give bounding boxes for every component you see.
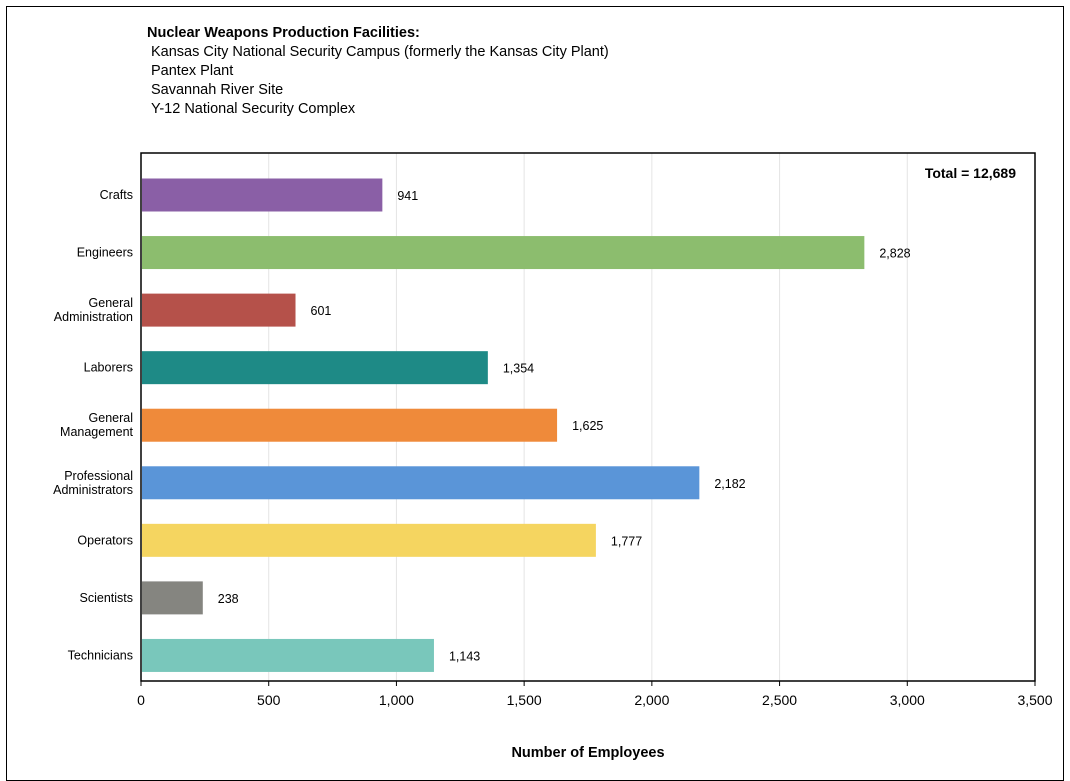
category-label-line: Scientists: [80, 591, 134, 605]
bar: [142, 293, 296, 327]
category-label-line: Engineers: [77, 246, 133, 260]
category-label-line: Administrators: [53, 483, 133, 497]
x-tick-label: 0: [137, 692, 145, 708]
data-label: 1,625: [572, 419, 603, 433]
data-label: 1,777: [611, 534, 642, 548]
x-tick-label: 3,000: [890, 692, 925, 708]
x-tick-label: 1,000: [379, 692, 414, 708]
category-label-line: General: [89, 296, 133, 310]
facility-item: Pantex Plant: [151, 63, 234, 79]
data-label: 2,182: [714, 477, 745, 491]
bar: [142, 638, 434, 672]
bar: [142, 523, 596, 557]
category-label: Scientists: [80, 591, 134, 605]
chart-header: Nuclear Weapons Production Facilities: K…: [147, 24, 609, 119]
facility-item: Savannah River Site: [151, 82, 284, 98]
x-tick-label: 2,000: [634, 692, 669, 708]
x-tick-label: 500: [257, 692, 281, 708]
x-tick-label: 2,500: [762, 692, 797, 708]
bar: [142, 351, 488, 385]
plot-area: [140, 152, 1036, 682]
x-tick-label: 3,500: [1017, 692, 1052, 708]
category-label: Laborers: [84, 361, 133, 375]
bar: [142, 408, 558, 442]
bar: [142, 466, 700, 500]
category-label-line: Laborers: [84, 361, 133, 375]
data-label: 2,828: [879, 247, 910, 261]
data-label: 1,143: [449, 649, 480, 663]
category-label: General Administration: [54, 296, 133, 324]
category-label-line: Management: [60, 425, 133, 439]
category-label-line: Crafts: [100, 188, 133, 202]
category-label-line: Operators: [77, 533, 133, 547]
category-label: Professional Administrators: [53, 469, 133, 497]
category-label: Operators: [77, 533, 133, 547]
bars: 941 2,828 601 1,354 1,625 2,182 1,777 238 1,143: [142, 178, 911, 672]
x-axis-title: Number of Employees: [511, 745, 664, 761]
data-label: 1,354: [503, 362, 534, 376]
data-label: 601: [311, 304, 332, 318]
header-title: Nuclear Weapons Production Facilities:: [147, 25, 420, 41]
x-axis-ticks: 0 500 1,000 1,500 2,000 2,500 3,000 3,500: [137, 681, 1053, 708]
category-label-line: Administration: [54, 310, 133, 324]
category-label: Crafts: [100, 188, 133, 202]
category-label: Engineers: [77, 246, 133, 260]
category-label-line: Professional: [64, 469, 133, 483]
category-label: Technicians: [68, 648, 133, 662]
bar: [142, 581, 203, 615]
data-label: 941: [397, 189, 418, 203]
total-annotation: Total = 12,689: [925, 165, 1016, 181]
category-label-line: Technicians: [68, 648, 133, 662]
category-label-line: General: [89, 411, 133, 425]
category-label: General Management: [60, 411, 133, 439]
x-tick-label: 1,500: [507, 692, 542, 708]
data-label: 238: [218, 592, 239, 606]
bar: [142, 178, 383, 212]
facility-item: Y-12 National Security Complex: [151, 101, 356, 117]
bar: [142, 236, 865, 270]
facility-item: Kansas City National Security Campus (fo…: [151, 44, 609, 60]
